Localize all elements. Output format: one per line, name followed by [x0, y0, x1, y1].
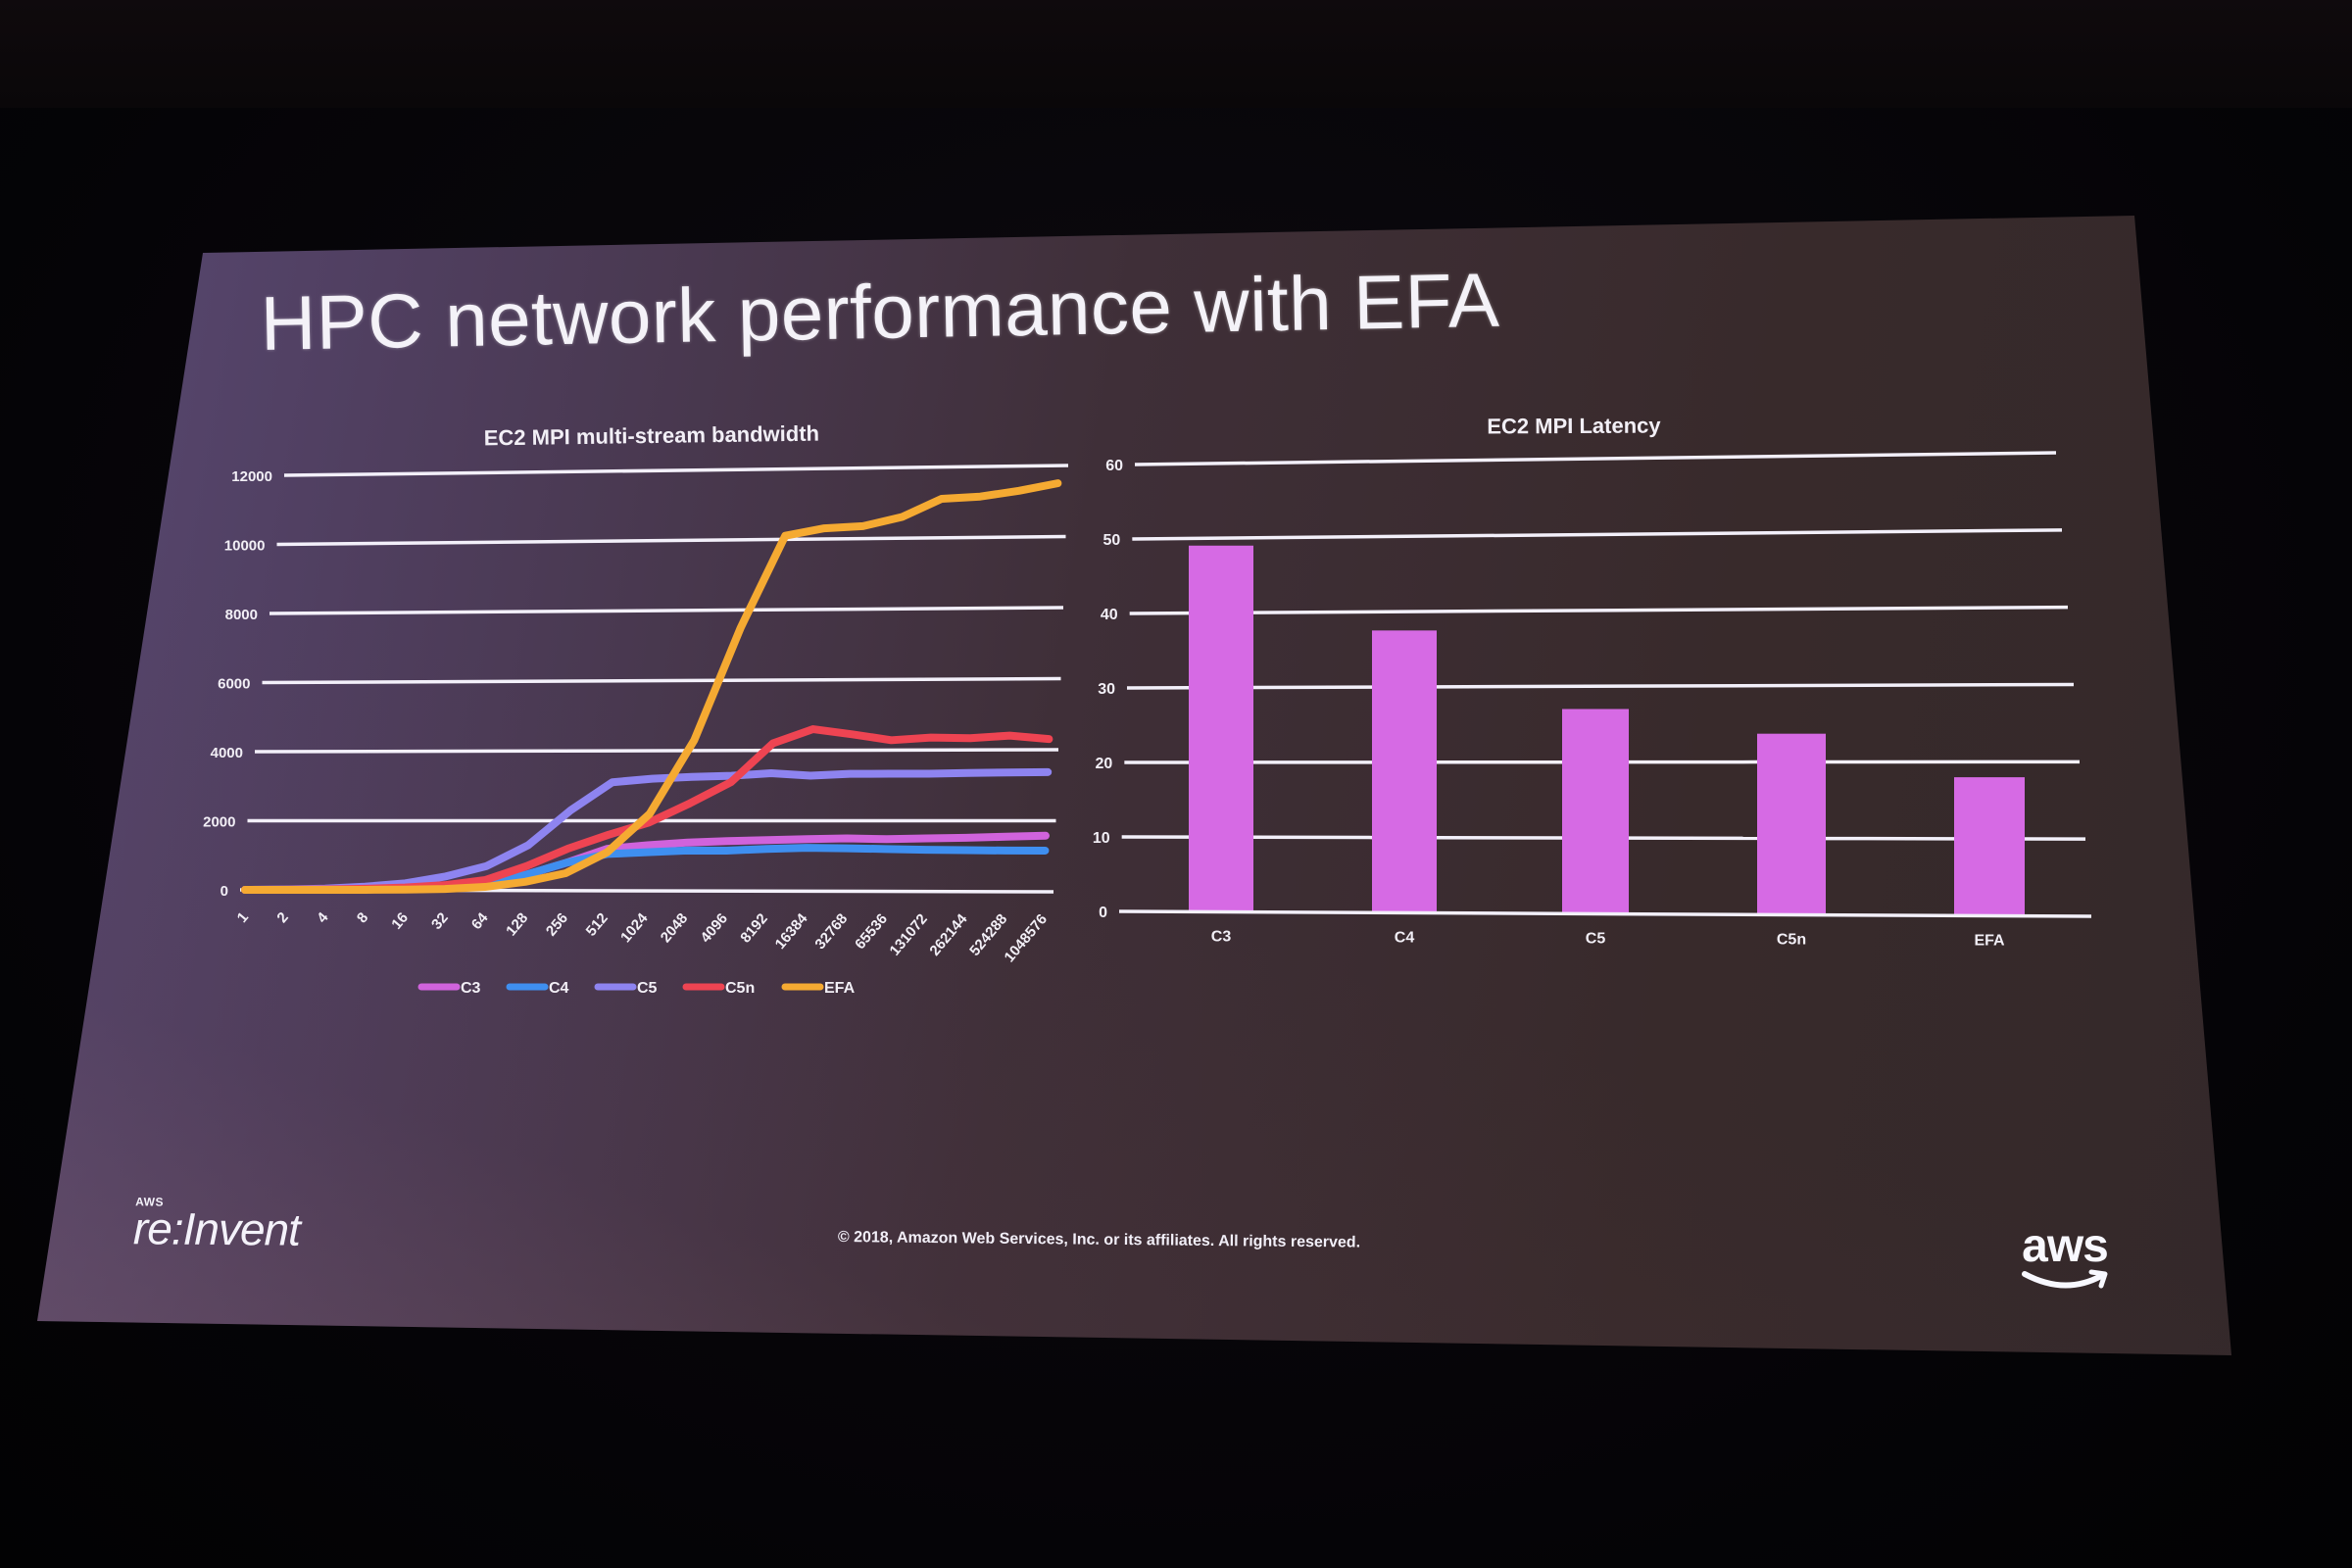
y-tick-label: 0 [1099, 905, 1107, 921]
gridline [1132, 528, 2063, 541]
latency-chart-title: EC2 MPI Latency [1487, 414, 1661, 439]
reinvent-logo-text: re:Invent [132, 1202, 301, 1255]
bar-c5 [1562, 709, 1629, 914]
gridline [262, 676, 1061, 685]
y-tick-label: 10000 [224, 538, 266, 555]
bar-efa [1954, 777, 2025, 916]
y-tick-label: 4000 [211, 745, 243, 761]
x-category-label: C5n [1777, 931, 1806, 948]
gridline [1436, 682, 2075, 689]
bandwidth-chart-title: EC2 MPI multi-stream bandwidth [484, 421, 820, 451]
y-tick-label: 12000 [231, 468, 272, 485]
legend-label-c3: C3 [461, 980, 481, 997]
y-tick-label: 0 [220, 883, 228, 900]
x-category-label: C3 [1211, 929, 1232, 946]
room-ceiling [0, 0, 2352, 108]
legend-label-c5: C5 [637, 980, 658, 997]
y-tick-label: 20 [1096, 756, 1113, 772]
legend-label-c5n: C5n [725, 980, 755, 997]
y-tick-label: 2000 [203, 814, 235, 831]
x-category-label: C5 [1586, 930, 1606, 947]
aws-smile-arrow-icon [2022, 1269, 2108, 1289]
reinvent-logo: AWS re:Invent [132, 1195, 301, 1255]
bar-c5n [1757, 733, 1826, 915]
gridline [276, 534, 1066, 547]
gridline [254, 748, 1059, 754]
bar-c4 [1372, 630, 1437, 913]
y-tick-label: 30 [1098, 681, 1115, 698]
x-category-label: EFA [1974, 932, 2005, 949]
gridline [1252, 605, 2069, 614]
aws-logo-text: aws [2022, 1220, 2109, 1272]
gridline [283, 464, 1069, 477]
bar-c3 [1189, 545, 1253, 912]
y-tick-label: 10 [1093, 830, 1110, 847]
legend-label-efa: EFA [824, 980, 856, 997]
gridline [269, 606, 1064, 615]
gridline [1134, 451, 2057, 466]
x-category-label: C4 [1395, 929, 1415, 946]
y-tick-label: 50 [1103, 532, 1121, 549]
y-tick-label: 40 [1101, 607, 1118, 623]
y-tick-label: 8000 [225, 607, 258, 623]
series-line-efa [241, 479, 1062, 895]
aws-logo: aws [2021, 1223, 2109, 1311]
legend-label-c4: C4 [549, 980, 569, 997]
y-tick-label: 60 [1105, 458, 1123, 474]
baseline [1118, 909, 2092, 918]
y-tick-label: 6000 [218, 676, 250, 693]
